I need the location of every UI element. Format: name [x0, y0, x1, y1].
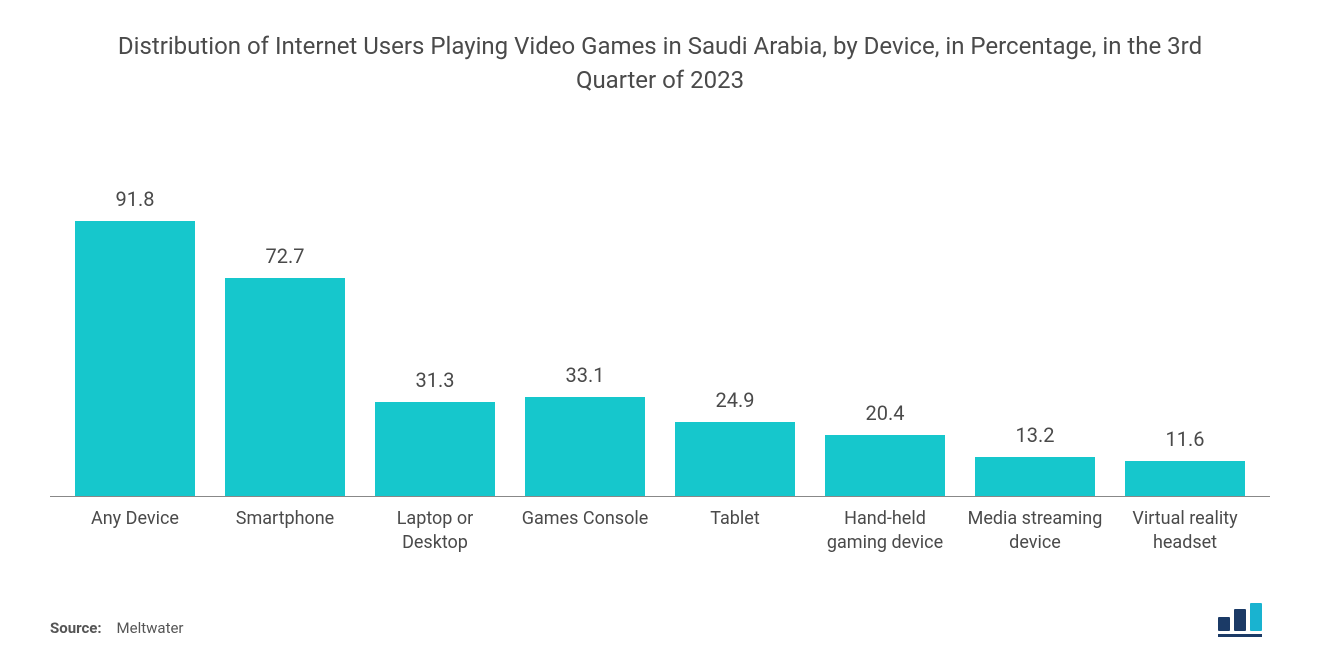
bar-value-label: 11.6	[1166, 427, 1205, 451]
chart-plot-area: 91.8 72.7 31.3 33.1 24.9 20.4 13.2 11.6	[50, 157, 1270, 497]
source-line: Source: Meltwater	[50, 619, 184, 637]
bar	[1125, 461, 1245, 496]
brand-logo-icon	[1216, 603, 1270, 637]
bar-group: 31.3	[364, 157, 506, 496]
bar-value-label: 72.7	[266, 244, 305, 268]
bar-group: 33.1	[514, 157, 656, 496]
bar-value-label: 13.2	[1016, 423, 1055, 447]
chart-footer: Source: Meltwater	[50, 603, 1270, 637]
bar-group: 13.2	[964, 157, 1106, 496]
bar-group: 24.9	[664, 157, 806, 496]
bar	[375, 402, 495, 496]
bar-group: 20.4	[814, 157, 956, 496]
bar-category-label: Laptop or Desktop	[364, 507, 506, 554]
chart-container: Distribution of Internet Users Playing V…	[0, 0, 1320, 665]
bar-value-label: 33.1	[566, 363, 605, 387]
bar-group: 91.8	[64, 157, 206, 496]
bar	[975, 457, 1095, 497]
bar	[525, 397, 645, 496]
bar-category-label: Hand-held gaming device	[814, 507, 956, 554]
bar-value-label: 31.3	[416, 368, 455, 392]
bar	[75, 221, 195, 496]
bar	[675, 422, 795, 497]
chart-x-labels-row: Any DeviceSmartphoneLaptop or DesktopGam…	[50, 497, 1270, 554]
bar-category-label: Games Console	[514, 507, 656, 554]
bar-group: 72.7	[214, 157, 356, 496]
bar	[225, 278, 345, 496]
source-value: Meltwater	[117, 619, 184, 637]
bar-value-label: 20.4	[866, 401, 905, 425]
bar-category-label: Virtual reality headset	[1114, 507, 1256, 554]
bar-category-label: Any Device	[64, 507, 206, 554]
bar	[825, 435, 945, 496]
bar-category-label: Smartphone	[214, 507, 356, 554]
bar-category-label: Media streaming device	[964, 507, 1106, 554]
bar-category-label: Tablet	[664, 507, 806, 554]
chart-title: Distribution of Internet Users Playing V…	[110, 30, 1210, 97]
bar-value-label: 24.9	[716, 388, 755, 412]
bar-group: 11.6	[1114, 157, 1256, 496]
bar-value-label: 91.8	[116, 187, 155, 211]
source-label: Source:	[50, 619, 102, 637]
